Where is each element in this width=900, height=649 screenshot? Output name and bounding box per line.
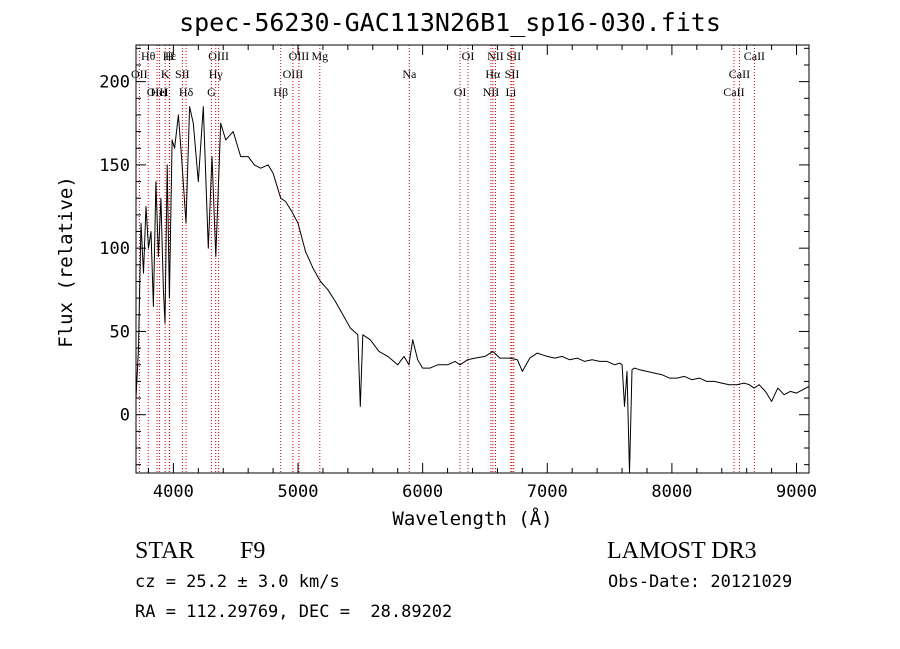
x-tick-label: 8000 — [651, 482, 692, 502]
line-label: G — [207, 85, 216, 99]
line-label: OII — [131, 67, 148, 81]
line-label: OI — [454, 85, 467, 99]
redshift-cz: cz = 25.2 ± 3.0 km/s — [135, 572, 340, 592]
line-label: Hα — [485, 67, 501, 81]
line-label: NII — [487, 49, 504, 63]
plot-frame — [135, 44, 810, 474]
axis-ticks: 4000 5000 6000 7000 8000 9000 0 50 100 150 200 — [99, 45, 817, 502]
line-label: SII — [505, 67, 520, 81]
line-labels: HθOIIOIIIHεKHeIHSIIHδOIIIHγGOIIIOIIIHβMg… — [131, 49, 765, 99]
x-tick-label: 5000 — [278, 482, 319, 502]
survey-name: LAMOST DR3 — [607, 538, 757, 564]
line-label: Li — [506, 85, 517, 99]
line-label: OIII — [289, 49, 310, 63]
line-label: NII — [483, 85, 500, 99]
x-tick-label: 6000 — [402, 482, 443, 502]
line-label: OI — [462, 49, 475, 63]
subclass: F9 — [240, 538, 266, 564]
line-label: K — [161, 67, 170, 81]
line-label: CaII — [744, 49, 765, 63]
line-label: OIII — [283, 67, 304, 81]
line-label: Mg — [311, 49, 328, 63]
line-markers — [138, 45, 755, 473]
line-label: Hδ — [179, 85, 194, 99]
y-tick-label: 0 — [120, 406, 130, 426]
line-label: CaII — [729, 67, 750, 81]
line-label: H — [165, 49, 174, 63]
line-label: SII — [175, 67, 190, 81]
x-tick-label: 4000 — [153, 482, 194, 502]
y-tick-label: 50 — [110, 322, 130, 342]
y-tick-label: 200 — [99, 73, 130, 93]
spectrum-series — [135, 106, 810, 474]
line-label: HeI — [151, 85, 169, 99]
object-class: STAR — [135, 538, 195, 564]
y-tick-label: 100 — [99, 239, 130, 259]
line-label: Hε — [163, 49, 177, 63]
chart-title: spec-56230-GAC113N26B1_sp16-030.fits — [179, 8, 721, 37]
line-label: Na — [402, 67, 417, 81]
obs-date: Obs-Date: 20121029 — [608, 572, 793, 592]
x-tick-label: 9000 — [776, 482, 817, 502]
line-label: Hθ — [141, 49, 156, 63]
x-tick-label: 7000 — [527, 482, 568, 502]
y-tick-label: 150 — [99, 156, 130, 176]
x-axis-label: Wavelength (Å) — [392, 508, 553, 530]
line-label: Hγ — [209, 67, 224, 81]
y-axis-label: Flux (relative) — [55, 176, 77, 348]
line-label: Hβ — [273, 85, 288, 99]
line-label: CaII — [723, 85, 744, 99]
line-label: OIII — [208, 49, 229, 63]
spectrum-line — [135, 106, 810, 474]
line-label: SII — [506, 49, 521, 63]
ra-dec: RA = 112.29769, DEC = 28.89202 — [135, 602, 453, 622]
line-label: OIII — [147, 85, 168, 99]
